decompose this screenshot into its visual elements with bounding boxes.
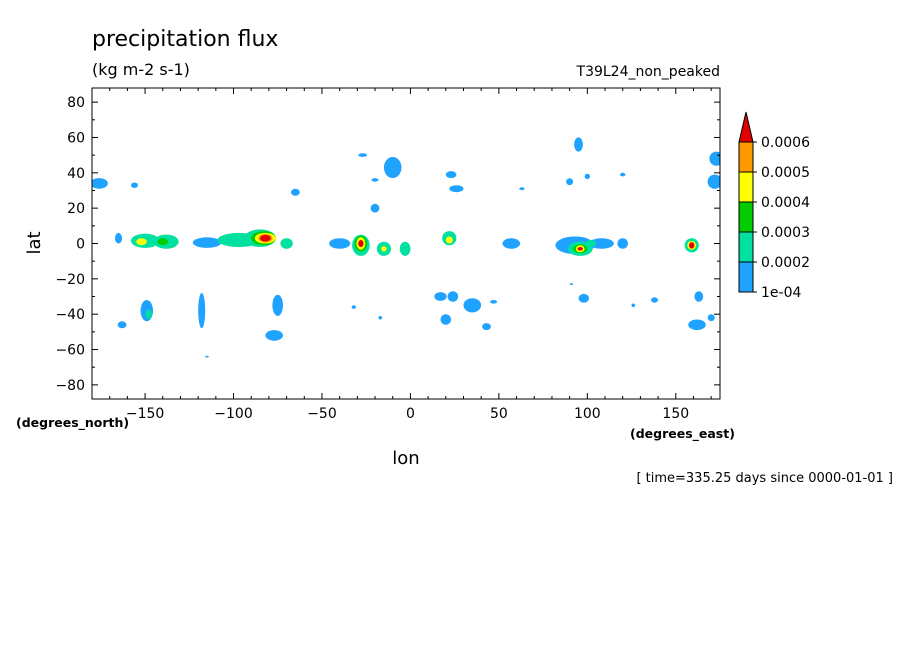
contour-cell xyxy=(707,174,720,189)
contour-cell xyxy=(519,187,525,191)
colorbar: 0.0006 0.0005 0.0004 0.0003 0.0002 1e-04 xyxy=(738,111,810,301)
contour-cell xyxy=(131,182,138,188)
contour-cell xyxy=(205,355,209,358)
contour-cell xyxy=(584,173,590,180)
contour-cell xyxy=(399,241,411,256)
contour-cell xyxy=(689,242,695,249)
contour-cell xyxy=(569,283,574,285)
contour-cell xyxy=(449,185,464,193)
contour-cell xyxy=(280,238,293,249)
y-tick-label: 80 xyxy=(67,95,85,111)
contour-cell xyxy=(490,300,498,304)
contour-cell xyxy=(574,137,583,152)
contour-cell xyxy=(585,240,597,247)
contour-cells xyxy=(92,137,720,358)
contour-cell xyxy=(482,323,491,331)
contour-cell xyxy=(445,236,453,244)
contour-cell xyxy=(260,235,271,242)
contour-cell xyxy=(358,240,364,247)
contour-cell xyxy=(192,237,222,248)
x-axis-units: (degrees_east) xyxy=(630,426,735,442)
contour-cell xyxy=(434,292,447,301)
contour-cell xyxy=(378,315,383,320)
contour-cell xyxy=(631,303,636,308)
contour-cell xyxy=(445,171,457,179)
y-tick-label: 40 xyxy=(67,166,85,182)
plot-area: −150 −100 −50 0 50 100 150 80 60 40 20 0 −20 −40 −60 −… xyxy=(55,87,721,422)
colorbar-label: 0.0005 xyxy=(761,165,810,181)
x-tick-label: 0 xyxy=(406,406,415,422)
colorbar-label: 1e-04 xyxy=(761,285,801,301)
contour-cell xyxy=(566,178,574,186)
contour-cell xyxy=(589,238,614,249)
contour-cell xyxy=(92,178,108,189)
y-axis-units: (degrees_north) xyxy=(16,415,129,431)
dataset-label: T39L24_non_peaked xyxy=(576,64,720,80)
x-tick-label: 50 xyxy=(490,406,508,422)
y-tick-label: −60 xyxy=(55,343,85,359)
x-tick-label: −100 xyxy=(214,406,252,422)
contour-cell xyxy=(694,291,704,302)
contour-cell xyxy=(707,314,715,322)
contour-cell xyxy=(157,238,169,246)
y-tick-label: 0 xyxy=(76,237,85,253)
colorbar-label: 0.0003 xyxy=(761,225,810,241)
chart-units: (kg m-2 s-1) xyxy=(92,60,190,79)
contour-cell xyxy=(440,314,452,325)
contour-cell xyxy=(688,319,706,331)
x-tick-label: −150 xyxy=(126,406,164,422)
chart-title: precipitation flux xyxy=(92,27,278,52)
x-tick-label: 100 xyxy=(574,406,601,422)
contour-cell xyxy=(198,292,206,329)
contour-cell xyxy=(502,238,521,249)
contour-cell xyxy=(709,151,720,166)
colorbar-swatch xyxy=(738,171,754,203)
contour-cell xyxy=(577,247,583,251)
contour-cell xyxy=(265,330,284,341)
contour-cell xyxy=(272,294,284,316)
contour-cell xyxy=(463,298,482,313)
y-tick-label: 60 xyxy=(67,130,85,146)
contour-cell xyxy=(145,309,152,319)
y-tick-label: 20 xyxy=(67,201,85,217)
contour-cell xyxy=(383,156,402,179)
x-axis-ticks: −150 −100 −50 0 50 100 150 xyxy=(109,88,712,422)
x-tick-label: −50 xyxy=(307,406,337,422)
contour-cell xyxy=(291,188,300,196)
y-tick-label: −20 xyxy=(55,272,85,288)
contour-cell xyxy=(115,232,122,244)
contour-cell xyxy=(447,291,459,302)
colorbar-swatch xyxy=(738,201,754,233)
y-tick-label: −40 xyxy=(55,307,85,323)
y-axis-ticks: 80 60 40 20 0 −20 −40 −60 −80 xyxy=(55,95,720,394)
time-label: [ time=335.25 days since 0000-01-01 ] xyxy=(636,471,893,486)
colorbar-swatch xyxy=(738,261,754,293)
colorbar-label: 0.0006 xyxy=(761,135,810,151)
colorbar-label: 0.0002 xyxy=(761,255,810,271)
colorbar-swatch xyxy=(738,141,754,173)
contour-cell xyxy=(578,293,590,303)
x-tick-label: 150 xyxy=(662,406,689,422)
contour-cell xyxy=(136,238,147,246)
x-axis-label: lon xyxy=(392,448,419,469)
contour-cell xyxy=(351,305,356,309)
y-axis-label: lat xyxy=(24,231,45,254)
contour-cell xyxy=(371,178,379,182)
colorbar-swatch xyxy=(738,231,754,263)
y-tick-label: −80 xyxy=(55,378,85,394)
colorbar-label: 0.0004 xyxy=(761,195,810,211)
contour-cell xyxy=(329,238,351,249)
contour-cell xyxy=(358,153,368,157)
contour-cell xyxy=(617,238,628,249)
colorbar-arrow xyxy=(738,111,754,143)
contour-cell xyxy=(381,246,387,252)
contour-cell xyxy=(117,321,127,329)
contour-cell xyxy=(370,203,380,213)
contour-cell xyxy=(620,172,626,177)
contour-cell xyxy=(651,297,658,303)
